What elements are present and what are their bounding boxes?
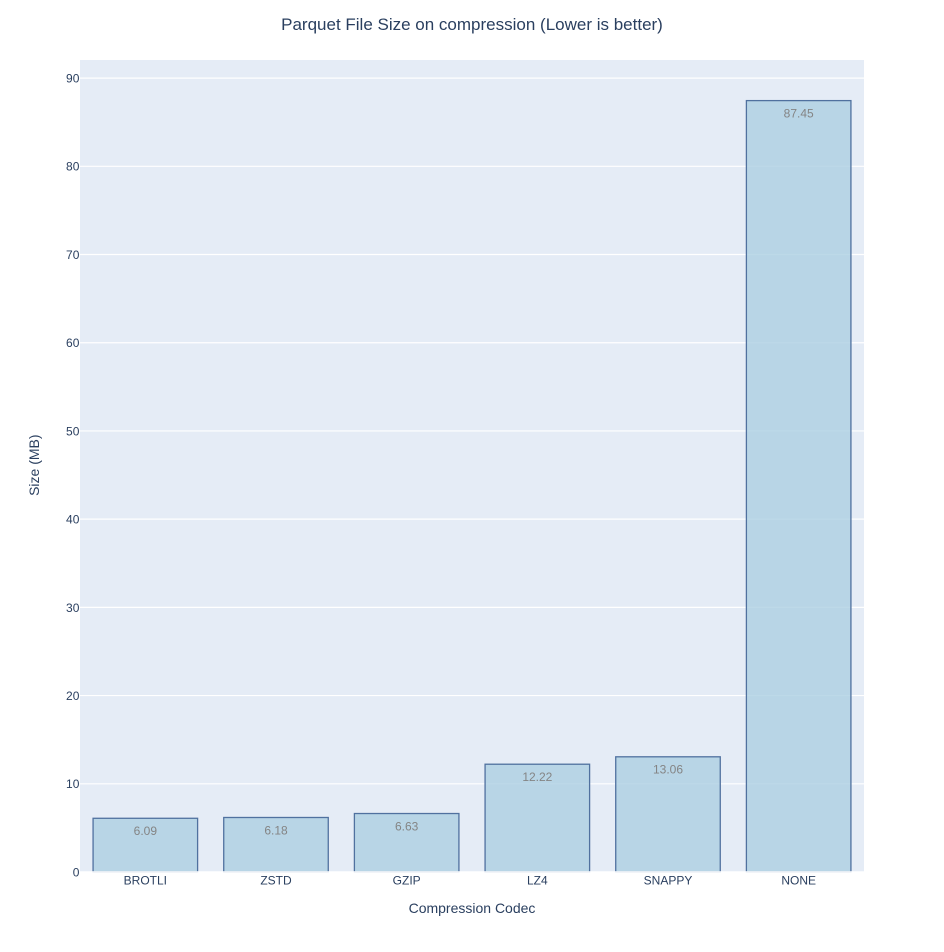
svg-text:80: 80 — [66, 160, 80, 174]
svg-text:0: 0 — [73, 865, 80, 879]
svg-text:NONE: NONE — [781, 874, 816, 888]
svg-text:6.63: 6.63 — [395, 819, 419, 833]
svg-text:30: 30 — [66, 601, 80, 615]
svg-text:BROTLI: BROTLI — [124, 874, 167, 888]
svg-text:13.06: 13.06 — [653, 763, 683, 777]
svg-text:70: 70 — [66, 248, 80, 262]
svg-text:SNAPPY: SNAPPY — [644, 874, 693, 888]
svg-text:20: 20 — [66, 689, 80, 703]
svg-text:40: 40 — [66, 513, 80, 527]
svg-text:Size (MB): Size (MB) — [26, 434, 42, 495]
svg-text:10: 10 — [66, 777, 80, 791]
svg-text:Parquet File Size on compressi: Parquet File Size on compression (Lower … — [281, 15, 663, 34]
svg-text:ZSTD: ZSTD — [260, 874, 292, 888]
svg-text:87.45: 87.45 — [784, 107, 814, 121]
svg-text:LZ4: LZ4 — [527, 874, 548, 888]
svg-text:12.22: 12.22 — [522, 770, 552, 784]
svg-text:50: 50 — [66, 424, 80, 438]
svg-text:GZIP: GZIP — [393, 874, 421, 888]
svg-text:6.09: 6.09 — [134, 824, 158, 838]
svg-text:6.18: 6.18 — [264, 823, 288, 837]
svg-text:Compression Codec: Compression Codec — [409, 900, 536, 916]
svg-text:60: 60 — [66, 336, 80, 350]
svg-text:90: 90 — [66, 72, 80, 86]
